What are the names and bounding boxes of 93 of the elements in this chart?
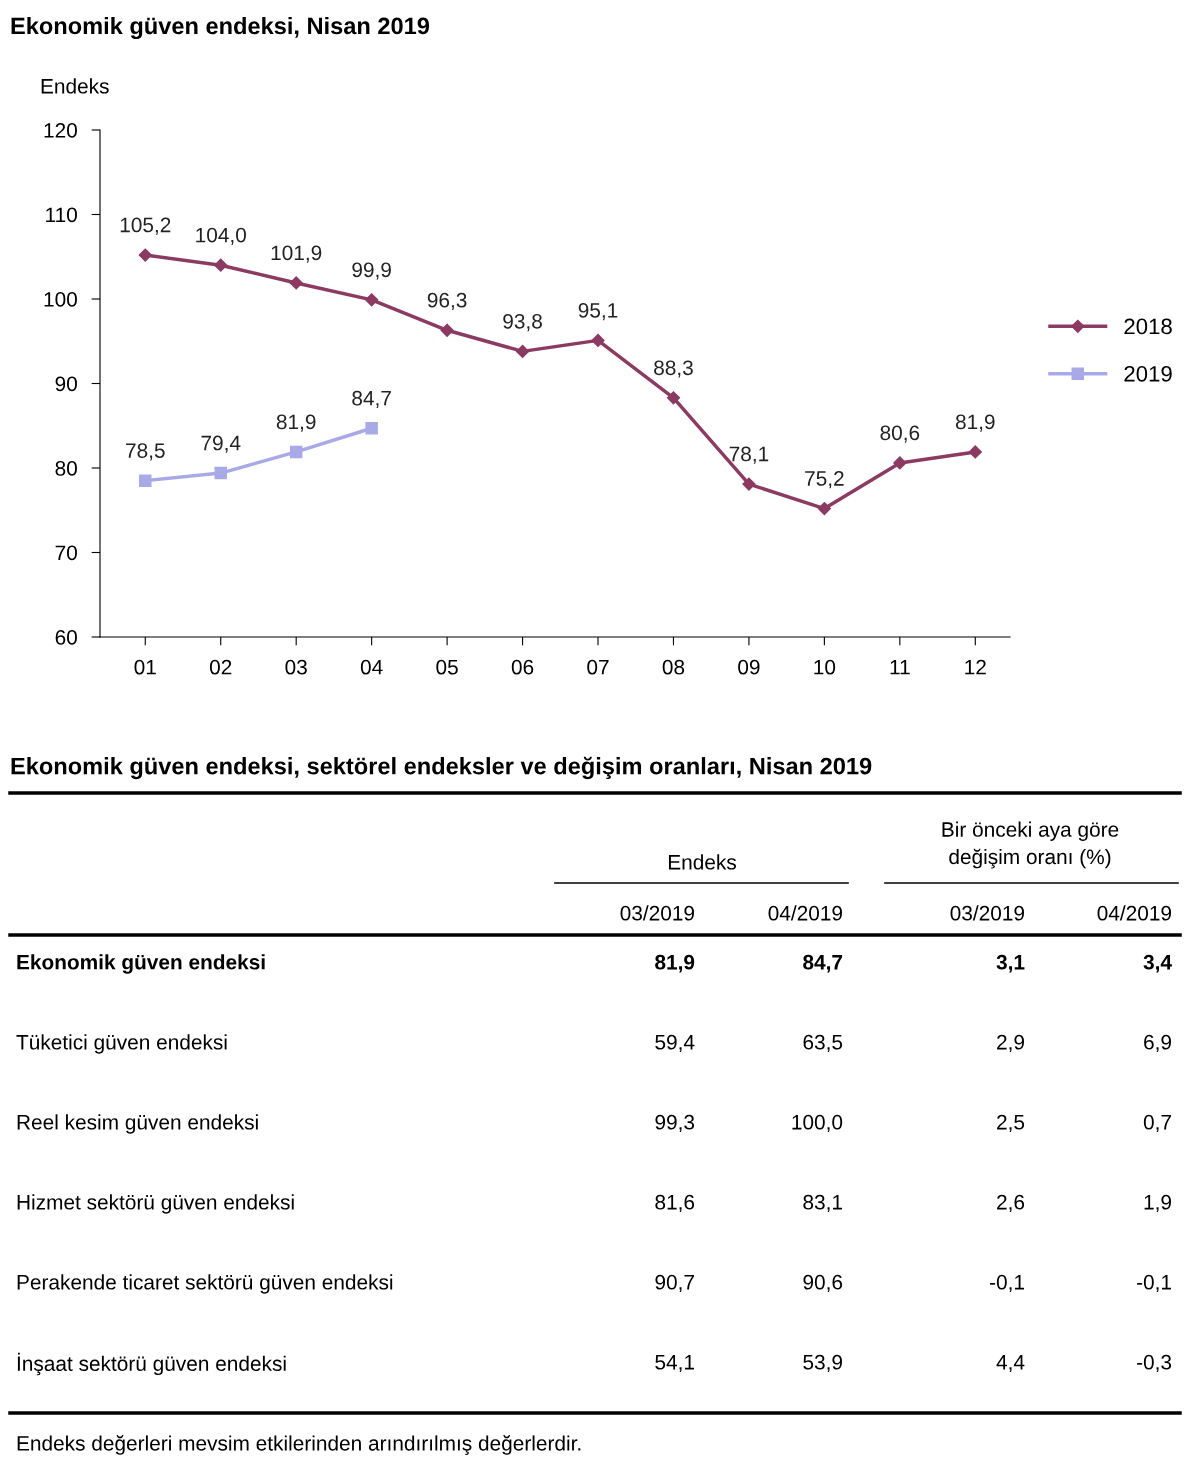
y-tick-label: 70: [55, 545, 77, 561]
text: -0,1: [1137, 1274, 1171, 1293]
point: [365, 422, 378, 435]
text: 59,4: [655, 1034, 695, 1053]
text: Ekonomik güven endeksi, sektörel endeksler ve değişim oranları, Nisan 2019: [11, 756, 872, 780]
text: 4,4: [996, 1355, 1025, 1373]
x-tick-label: 08: [662, 659, 685, 675]
y-tick-label: 100: [44, 292, 77, 307]
text: 84,7: [803, 954, 843, 973]
data-label: 101,9: [271, 245, 322, 263]
text: 81,9: [655, 954, 695, 973]
text: 54,1: [655, 1355, 694, 1373]
data-label: 81,9: [276, 414, 316, 432]
point: [139, 474, 152, 487]
data-label: 81,9: [955, 414, 995, 432]
point: [138, 248, 152, 262]
x-tick-label: 10: [814, 659, 836, 675]
text: Ekonomik güven endeksi: [17, 954, 265, 974]
data-label: 105,2: [120, 217, 171, 235]
x-tick-label: 01: [134, 659, 156, 675]
x-tick-label: 05: [436, 659, 458, 675]
data-label: 80,6: [880, 425, 920, 443]
text: -0,3: [1137, 1354, 1172, 1373]
text: 04/2019: [1097, 905, 1172, 921]
data-label: 79,4: [201, 435, 241, 453]
point: [817, 501, 831, 516]
point: [440, 323, 454, 337]
y-tick-label: 80: [55, 461, 77, 476]
text: 03/2019: [620, 905, 695, 921]
point: [289, 276, 303, 290]
data-label: 104,0: [196, 227, 246, 245]
text: Perakende ticaret sektörü güven endeksi: [17, 1274, 393, 1294]
x-tick-label: 09: [738, 659, 760, 675]
legend-label: 2019: [1124, 365, 1172, 382]
point: [666, 391, 681, 405]
text: Endeks değerleri mevsim etkilerinden arındırılmış değerlerdir.: [17, 1435, 581, 1455]
point: [968, 445, 982, 459]
y-tick-label: 60: [55, 630, 77, 645]
x-tick-label: 03: [285, 659, 307, 675]
text: 3,1: [996, 954, 1025, 973]
text: 53,9: [803, 1354, 843, 1373]
x-tick-label: 07: [587, 659, 609, 675]
point: [893, 456, 907, 470]
point: [365, 293, 379, 307]
text: 81,6: [655, 1194, 695, 1213]
data-label: 78,1: [729, 446, 769, 464]
data-label: 75,2: [805, 471, 844, 489]
text: Reel kesim güven endeksi: [17, 1114, 258, 1134]
x-tick-label: 12: [965, 659, 986, 675]
x-tick-label: 04: [360, 659, 383, 675]
text: Tüketici güven endeksi: [16, 1034, 227, 1054]
text: 90,6: [803, 1274, 843, 1293]
point: [289, 445, 303, 459]
text: 83,1: [803, 1194, 842, 1213]
text: 99,3: [655, 1114, 695, 1133]
text: 0,7: [1143, 1114, 1171, 1133]
point: [742, 477, 756, 491]
data-label: 95,1: [578, 302, 618, 321]
legend-label: 2018: [1124, 318, 1172, 335]
text: 03/2019: [950, 905, 1025, 921]
y-tick-label: 120: [44, 123, 77, 138]
text: -0,1: [990, 1274, 1024, 1293]
point: [591, 333, 605, 347]
text: 04/2019: [768, 905, 843, 921]
y-axis-title: Endeks: [41, 78, 109, 94]
data-label: 96,3: [427, 292, 467, 311]
text: 63,5: [803, 1034, 843, 1053]
text: 90,7: [655, 1274, 694, 1293]
data-label: 88,3: [654, 360, 693, 378]
data-label: 84,7: [352, 390, 391, 409]
point: [515, 344, 530, 358]
x-tick-label: 11: [890, 659, 910, 675]
text: Hizmet sektörü güven endeksi: [17, 1194, 294, 1214]
x-tick-label: 06: [511, 659, 534, 675]
point: [214, 466, 227, 480]
data-label: 78,5: [126, 443, 165, 461]
text: Endeks: [668, 854, 736, 870]
x-tick-label: 02: [209, 659, 232, 675]
text: 100,0: [792, 1114, 843, 1133]
chart-title: Ekonomik güven endeksi, Nisan 2019: [11, 16, 430, 40]
text: 1,9: [1144, 1194, 1172, 1213]
text: 2,5: [997, 1114, 1025, 1133]
text: 6,9: [1144, 1034, 1172, 1053]
data-label: 99,9: [352, 262, 391, 280]
text: Bir önceki aya göre değişim oranı (%): [942, 821, 1119, 869]
text: 2,6: [997, 1194, 1025, 1213]
point: [214, 258, 228, 272]
text: 3,4: [1143, 954, 1172, 973]
text: İnşaat sektörü güven endeksi: [17, 1352, 286, 1376]
y-tick-label: 90: [55, 376, 77, 392]
y-tick-label: 110: [46, 207, 77, 223]
text: 2,9: [997, 1034, 1025, 1053]
data-label: 93,8: [503, 313, 542, 332]
